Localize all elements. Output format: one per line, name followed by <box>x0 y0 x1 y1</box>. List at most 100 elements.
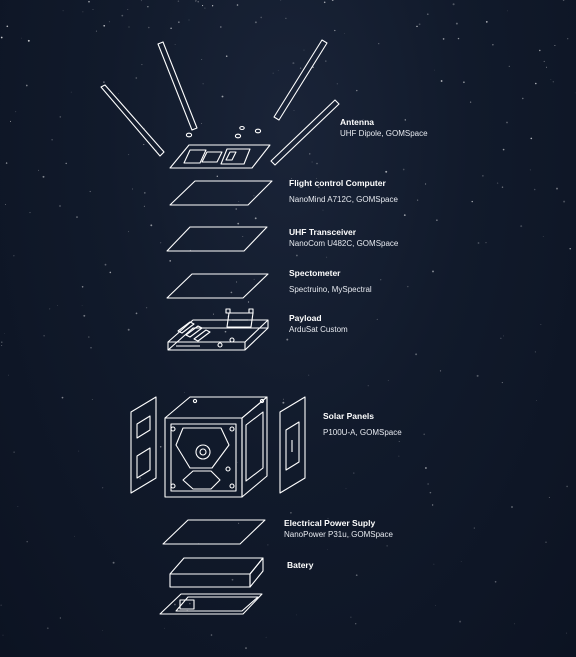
star <box>201 59 203 61</box>
star <box>127 328 130 331</box>
star <box>1 345 3 346</box>
component-name: Payload <box>289 313 322 323</box>
payload-label: Payload ArduSat Custom <box>289 313 348 335</box>
star <box>496 182 499 184</box>
star <box>554 44 556 46</box>
star <box>102 487 104 489</box>
star <box>260 16 263 19</box>
star <box>345 488 347 489</box>
star <box>183 392 185 393</box>
star <box>308 374 310 376</box>
component-name: Antenna <box>340 117 374 127</box>
star <box>121 14 124 17</box>
star <box>286 338 289 341</box>
star <box>378 43 380 45</box>
star <box>476 374 479 377</box>
component-detail: UHF Dipole, GOMSpace <box>340 129 428 138</box>
star <box>427 483 429 485</box>
star <box>0 36 3 39</box>
star <box>83 314 86 317</box>
component-detail: Spectruino, MySpectral <box>289 285 372 294</box>
star <box>520 225 523 228</box>
star <box>254 217 257 220</box>
star <box>574 92 576 94</box>
star <box>563 200 566 203</box>
star <box>178 21 180 23</box>
star <box>150 224 153 227</box>
flight-computer-board <box>169 180 273 206</box>
star <box>177 0 180 2</box>
star <box>108 21 110 23</box>
star <box>159 446 162 448</box>
star <box>293 109 295 111</box>
star <box>566 632 568 634</box>
solar-panels-label: Solar Panels P100U-A, GOMSpace <box>323 411 402 438</box>
star <box>238 201 240 203</box>
star <box>508 65 510 68</box>
star <box>545 541 547 543</box>
star <box>5 162 8 164</box>
star <box>254 21 257 24</box>
star <box>326 256 328 258</box>
star <box>290 511 292 514</box>
star <box>282 401 285 404</box>
star <box>42 175 45 178</box>
star <box>88 0 90 3</box>
component-name: Spectometer <box>289 268 341 278</box>
star <box>236 4 239 6</box>
star <box>435 605 436 606</box>
component-detail: ArduSat Custom <box>289 325 348 334</box>
star <box>90 347 92 349</box>
star <box>38 169 40 171</box>
star <box>292 62 295 65</box>
star <box>174 44 176 46</box>
star <box>415 353 418 356</box>
star <box>78 450 80 452</box>
star <box>163 149 164 151</box>
star <box>13 255 15 257</box>
star <box>189 602 191 605</box>
star <box>216 175 218 177</box>
star <box>502 148 505 151</box>
star <box>103 81 105 83</box>
star <box>501 186 504 188</box>
battery-drawing <box>159 557 264 615</box>
star <box>49 308 51 310</box>
star <box>567 38 569 40</box>
star <box>291 178 293 180</box>
star <box>2 634 4 636</box>
star <box>296 254 298 257</box>
star <box>433 563 435 565</box>
star <box>398 455 400 457</box>
star <box>82 11 84 13</box>
star <box>43 335 45 337</box>
star <box>469 101 472 103</box>
star <box>325 60 327 62</box>
star <box>76 216 78 219</box>
star <box>356 89 358 92</box>
star <box>380 279 382 281</box>
star <box>8 374 9 376</box>
star <box>59 617 62 619</box>
star <box>128 231 130 233</box>
star <box>440 80 443 82</box>
star <box>127 9 129 11</box>
star <box>145 307 148 309</box>
star <box>550 79 552 80</box>
star <box>285 17 287 19</box>
star <box>235 208 237 210</box>
star <box>21 37 22 39</box>
star <box>169 260 172 262</box>
star <box>477 242 480 244</box>
star <box>59 116 62 118</box>
eps-label: Electrical Power Suply NanoPower P31u, G… <box>284 518 393 540</box>
star <box>442 38 445 40</box>
star <box>336 83 338 85</box>
star <box>452 3 455 6</box>
star <box>457 37 460 40</box>
star <box>91 399 93 400</box>
star <box>543 60 545 62</box>
star <box>533 188 536 191</box>
star <box>425 183 427 185</box>
star <box>562 0 565 1</box>
